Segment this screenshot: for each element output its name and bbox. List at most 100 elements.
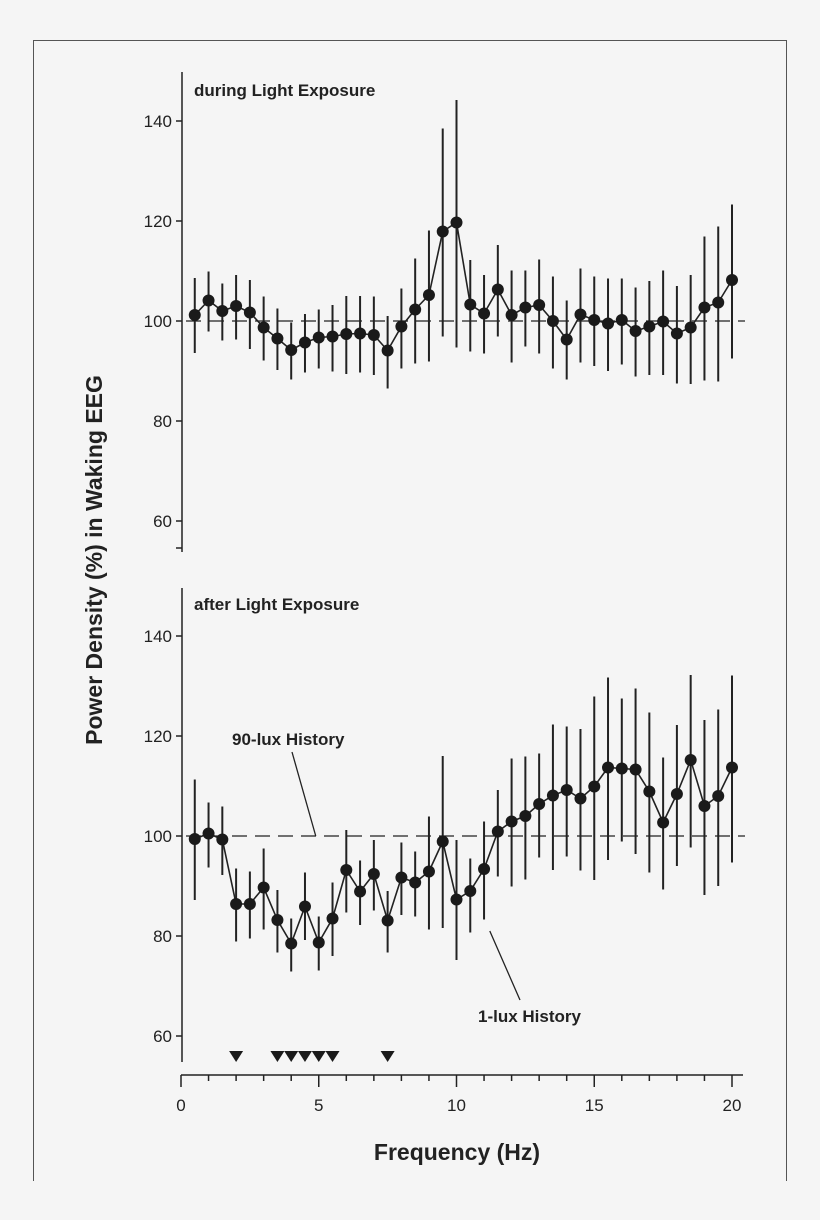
- x-tick-label: 15: [585, 1096, 604, 1115]
- data-point: [670, 788, 683, 800]
- data-point: [326, 912, 339, 925]
- annotation-leader: [489, 930, 521, 1001]
- data-point: [326, 330, 339, 343]
- data-point: [340, 864, 353, 876]
- data-point: [354, 885, 367, 898]
- y-tick-label: 100: [144, 827, 172, 846]
- data-point: [312, 936, 325, 949]
- data-point: [367, 329, 380, 341]
- data-point: [450, 893, 463, 906]
- data-point: [533, 299, 546, 311]
- data-point: [643, 320, 656, 333]
- data-point: [395, 871, 408, 884]
- data-point: [216, 833, 229, 846]
- x-tick-label: 20: [723, 1096, 742, 1115]
- data-point: [436, 225, 449, 238]
- annotation-label: 1-lux History: [478, 1007, 582, 1026]
- data-point: [298, 336, 311, 349]
- significance-marker-icon: [270, 1051, 285, 1062]
- data-point: [726, 761, 738, 774]
- data-point: [464, 298, 477, 311]
- data-point: [312, 331, 325, 344]
- data-point: [354, 327, 367, 340]
- data-point: [188, 309, 201, 321]
- data-point: [478, 307, 491, 320]
- data-point: [698, 800, 711, 812]
- data-point: [409, 876, 422, 889]
- data-point: [643, 785, 656, 798]
- annotation-leader: [291, 751, 317, 837]
- figure-frame: [33, 40, 787, 1181]
- panel-title: during Light Exposure: [194, 81, 375, 100]
- data-point: [505, 815, 518, 828]
- data-point: [657, 315, 670, 328]
- data-point: [271, 914, 284, 926]
- significance-marker-icon: [311, 1051, 326, 1062]
- y-tick-label: 60: [153, 512, 172, 531]
- data-point: [574, 308, 587, 321]
- data-point: [629, 763, 642, 776]
- data-point: [560, 333, 573, 346]
- significance-marker-icon: [229, 1051, 244, 1062]
- x-tick-label: 10: [447, 1096, 466, 1115]
- data-point: [436, 835, 449, 848]
- data-point: [533, 798, 546, 810]
- data-point: [615, 762, 628, 775]
- data-point: [588, 780, 601, 793]
- data-point: [202, 827, 215, 840]
- data-point: [450, 216, 463, 229]
- data-point: [216, 305, 229, 317]
- series-line: [194, 757, 733, 946]
- data-point: [629, 325, 642, 337]
- data-point: [298, 900, 311, 913]
- x-tick-label: 5: [314, 1096, 323, 1115]
- data-point: [230, 898, 243, 910]
- data-point: [588, 314, 601, 326]
- data-point: [698, 301, 711, 314]
- x-tick-label: 0: [176, 1096, 185, 1115]
- data-point: [546, 789, 559, 802]
- significance-marker-icon: [325, 1051, 340, 1062]
- data-point: [726, 274, 738, 286]
- data-point: [395, 320, 408, 333]
- y-tick-label: 120: [144, 727, 172, 746]
- y-tick-label: 140: [144, 112, 172, 131]
- data-point: [202, 294, 215, 307]
- significance-marker-icon: [380, 1051, 395, 1062]
- data-point: [712, 296, 725, 309]
- data-point: [285, 344, 298, 356]
- data-point: [519, 810, 532, 822]
- data-point: [615, 314, 628, 326]
- y-tick-label: 60: [153, 1027, 172, 1046]
- series-line: [194, 221, 733, 352]
- data-point: [684, 754, 697, 766]
- data-point: [464, 885, 477, 897]
- data-point: [546, 315, 559, 327]
- data-point: [243, 898, 256, 910]
- y-axis-label: Power Density (%) in Waking EEG: [81, 375, 107, 745]
- panel-title: after Light Exposure: [194, 595, 359, 614]
- data-point: [230, 300, 243, 312]
- y-tick-label: 80: [153, 412, 172, 431]
- y-tick-label: 140: [144, 627, 172, 646]
- data-point: [340, 328, 353, 340]
- data-point: [505, 309, 518, 321]
- data-point: [712, 790, 725, 802]
- data-point: [560, 784, 573, 796]
- data-point: [491, 825, 504, 838]
- data-point: [670, 327, 683, 340]
- data-point: [257, 321, 270, 334]
- significance-marker-icon: [284, 1051, 299, 1062]
- significance-marker-icon: [297, 1051, 312, 1062]
- data-point: [422, 865, 435, 878]
- data-point: [657, 816, 670, 829]
- data-point: [422, 289, 435, 301]
- data-point: [285, 937, 298, 950]
- data-point: [491, 283, 504, 296]
- data-point: [478, 863, 491, 875]
- y-tick-label: 100: [144, 312, 172, 331]
- annotation-label: 90-lux History: [232, 730, 345, 749]
- data-point: [243, 306, 256, 319]
- data-point: [519, 301, 532, 314]
